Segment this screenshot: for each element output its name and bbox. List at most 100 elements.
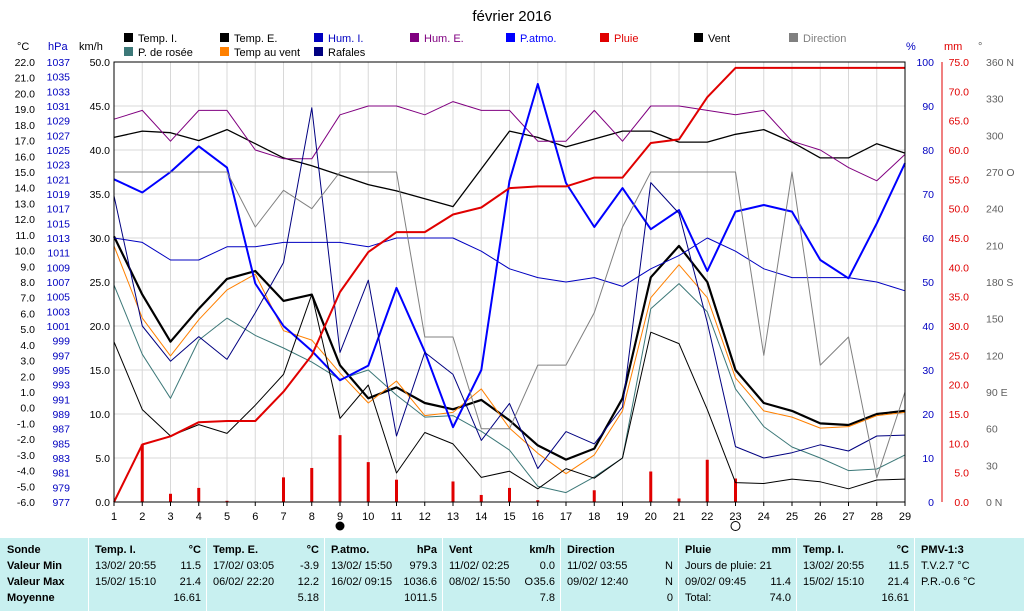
tick-label-pressure_hpa: 1023 (47, 160, 71, 172)
series-temp-e- (113, 235, 906, 461)
chart-title: février 2016 (472, 8, 551, 25)
stats-patmo-max-val: 1036.6 (403, 576, 437, 588)
legend-label-rafales: Rafales (328, 47, 366, 59)
legend-swatch-rafales (314, 47, 323, 56)
series-p-atmo- (113, 83, 906, 429)
stats-temp-e-min-val: -3.9 (300, 560, 319, 572)
tick-label-humidity_pct: 50 (922, 277, 934, 289)
tick-label-direction_deg: 360 N (986, 57, 1014, 69)
full-moon-icon (730, 521, 741, 531)
stats-sonde-title: Sonde (7, 544, 41, 556)
rain-bar (536, 500, 540, 502)
stats-temp-i-min-time: 13/02/ 20:55 (95, 560, 157, 572)
tick-label-temp_c: 1.0 (20, 387, 35, 399)
stats-pmv-title: PMV-1:3 (921, 544, 964, 556)
tick-label-pressure_hpa: 979 (52, 482, 70, 494)
legend-label-temp-vent: Temp au vent (234, 47, 300, 59)
x-tick-label: 27 (842, 511, 854, 523)
tick-label-direction_deg: 0 N (986, 497, 1002, 509)
legend-label-patmo: P.atmo. (520, 33, 557, 45)
tick-label-wind_kmh: 30.0 (90, 233, 111, 245)
tick-label-temp_c: 3.0 (20, 356, 35, 368)
legend-label-direction: Direction (803, 33, 846, 45)
stats-patmo-max-time: 16/02/ 09:15 (331, 576, 393, 588)
legend-swatch-rosee (124, 47, 133, 56)
rain-bar (705, 459, 709, 502)
tick-label-rain_mm: 20.0 (949, 380, 970, 392)
legend-swatch-hum-i (314, 33, 323, 42)
stats-vent-min-time: 11/02/ 02:25 (449, 560, 510, 572)
tick-label-temp_c: 22.0 (15, 57, 36, 69)
tick-label-rain_mm: 45.0 (949, 233, 970, 245)
tick-label-temp_c: 5.0 (20, 324, 35, 336)
stats-pluie-unit: mm (771, 544, 791, 556)
legend-label-temp-i: Temp. I. (138, 33, 177, 45)
tick-label-temp_c: -1.0 (17, 418, 35, 430)
stats-pluie-total-label: Total: (685, 592, 712, 604)
tick-label-pressure_hpa: 989 (52, 409, 70, 421)
legend-swatch-temp-e (220, 33, 229, 42)
tick-label-direction_deg: 330 (986, 94, 1004, 106)
stats-temp-i-min-val: 11.5 (180, 560, 201, 572)
legend-swatch-direction (789, 33, 798, 42)
stats-temp-i-unit: °C (188, 544, 201, 556)
tick-label-wind_kmh: 25.0 (90, 277, 111, 289)
tick-label-pressure_hpa: 987 (52, 424, 70, 436)
x-tick-label: 10 (362, 511, 374, 523)
tick-label-direction_deg: 240 (986, 204, 1004, 216)
axis-ticks: 22.0 21.0 20.0 19.0 18.0 17.0 16.0 15.0 14.0 13.0… (15, 57, 1015, 509)
tick-label-rain_mm: 70.0 (949, 86, 970, 98)
stats-col-direction: Direction 11/02/ 03:55 N 09/02/ 12:40 N 0 (560, 538, 679, 611)
tick-label-rain_mm: 50.0 (949, 204, 970, 216)
rain-bar (140, 444, 144, 502)
tick-label-pressure_hpa: 1005 (47, 292, 71, 304)
legend: Temp. I. Temp. E. Hum. I. Hum. E. P.atmo… (124, 33, 846, 59)
stats-col-vent: Vent km/h 11/02/ 02:25 0.0 08/02/ 15:50 O 35… (442, 538, 561, 611)
legend-label-rosee: P. de rosée (138, 47, 193, 59)
stats-pluie-title: Pluie (685, 544, 712, 556)
legend-swatch-temp-i (124, 33, 133, 42)
tick-label-rain_mm: 5.0 (954, 468, 969, 480)
stats-col-pmv: PMV-1:3 T.V.2.7 °C P.R.-0.6 °C (914, 538, 1024, 611)
series-pluie-cumul (113, 66, 905, 503)
tick-label-temp_c: 16.0 (15, 151, 36, 163)
tick-label-wind_kmh: 35.0 (90, 189, 111, 201)
tick-label-pressure_hpa: 997 (52, 350, 70, 362)
legend-label-pluie: Pluie (614, 33, 638, 45)
stats-vent-max-time: 08/02/ 15:50 (449, 576, 511, 588)
unit-wind: km/h (79, 41, 103, 53)
tick-label-direction_deg: 150 (986, 314, 1004, 326)
tick-label-temp_c: 0.0 (20, 403, 35, 415)
tick-label-direction_deg: 30 (986, 460, 998, 472)
tick-label-pressure_hpa: 993 (52, 380, 70, 392)
tick-label-temp_c: -4.0 (17, 466, 35, 478)
rain-bar (225, 500, 229, 502)
tick-label-temp_c: 10.0 (15, 246, 36, 258)
tick-label-wind_kmh: 45.0 (90, 101, 111, 113)
legend-swatch-vent (694, 33, 703, 42)
tick-label-pressure_hpa: 995 (52, 365, 70, 377)
rain-bar (677, 498, 681, 502)
stats-direction-avg: 0 (666, 592, 673, 604)
tick-label-pressure_hpa: 983 (52, 453, 70, 465)
unit-pressure: hPa (48, 41, 68, 53)
tick-label-humidity_pct: 30 (922, 365, 934, 377)
tick-label-humidity_pct: 0 (928, 497, 934, 509)
stats-col-temp-i2: Temp. I. °C 13/02/ 20:55 11.5 15/02/ 15:10… (796, 538, 915, 611)
tick-label-wind_kmh: 20.0 (90, 321, 111, 333)
tick-label-pressure_hpa: 999 (52, 336, 70, 348)
x-tick-label: 24 (758, 511, 770, 523)
tick-label-humidity_pct: 10 (922, 453, 934, 465)
stats-direction-max-val: N (665, 576, 673, 588)
stats-pluie-max-val: 11.4 (770, 576, 791, 588)
tick-label-pressure_hpa: 1011 (47, 248, 70, 260)
stats-vent-max-dir: O (524, 576, 533, 588)
new-moon-icon (335, 521, 345, 531)
tick-label-wind_kmh: 40.0 (90, 145, 111, 157)
x-tick-label: 23 (729, 511, 741, 523)
stats-temp-i-title: Temp. I. (95, 544, 136, 556)
tick-label-temp_c: -2.0 (17, 434, 35, 446)
tick-label-rain_mm: 15.0 (949, 409, 970, 421)
series-p-de-ros-e (113, 283, 906, 494)
tick-label-temp_c: 15.0 (15, 167, 36, 179)
